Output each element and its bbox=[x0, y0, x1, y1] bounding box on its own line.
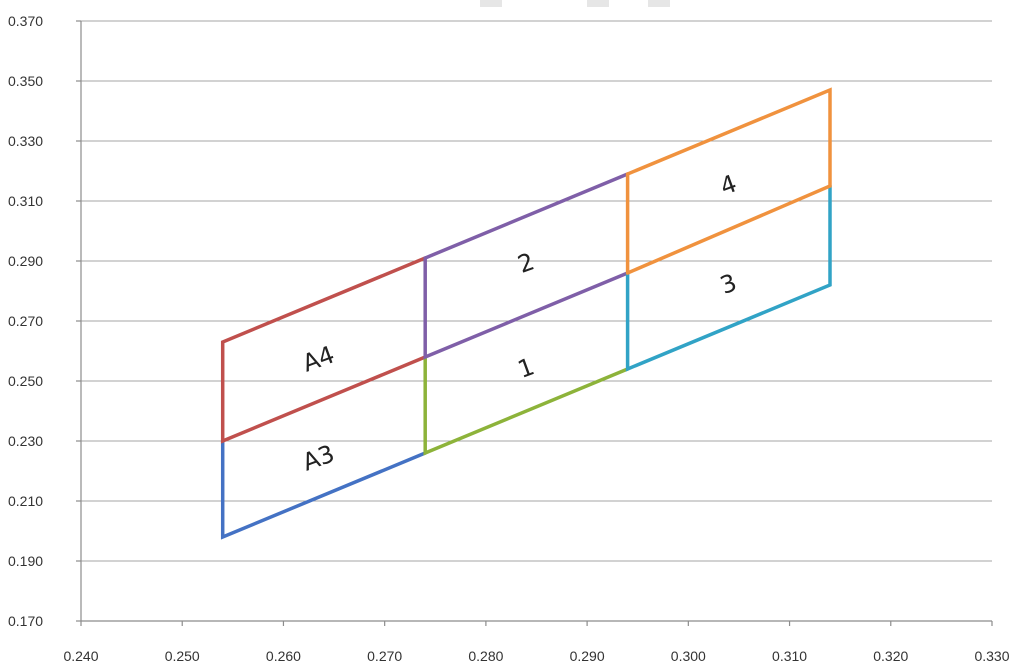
x-tick-label: 0.280 bbox=[468, 648, 503, 664]
series-line-r3 bbox=[625, 184, 832, 372]
x-tick-label: 0.260 bbox=[266, 648, 301, 664]
series-line-r4 bbox=[625, 87, 832, 275]
x-tick-label: 0.300 bbox=[671, 648, 706, 664]
x-tick-label: 0.310 bbox=[772, 648, 807, 664]
x-tick-label: 0.250 bbox=[165, 648, 200, 664]
y-tick-label: 0.350 bbox=[8, 73, 43, 89]
y-tick-label: 0.330 bbox=[8, 133, 43, 149]
y-tick-label: 0.270 bbox=[8, 313, 43, 329]
x-tick-label: 0.330 bbox=[974, 648, 1009, 664]
x-tick-label: 0.290 bbox=[570, 648, 605, 664]
series-line-r1 bbox=[423, 355, 630, 456]
series-line-r2 bbox=[423, 172, 630, 360]
y-tick-label: 0.170 bbox=[8, 613, 43, 629]
series-line-a4 bbox=[220, 256, 427, 444]
y-tick-label: 0.370 bbox=[8, 13, 43, 29]
y-tick-label: 0.290 bbox=[8, 253, 43, 269]
x-tick-labels: 0.240 0.250 0.260 0.270 0.280 0.290 0.300 0.310… bbox=[63, 648, 1009, 664]
x-tick-label: 0.240 bbox=[63, 648, 98, 664]
axes bbox=[76, 20, 993, 626]
y-tick-label: 0.190 bbox=[8, 553, 43, 569]
y-tick-label: 0.210 bbox=[8, 493, 43, 509]
y-tick-label: 0.310 bbox=[8, 193, 43, 209]
series-line-a3 bbox=[220, 439, 427, 540]
y-tick-label: 0.250 bbox=[8, 373, 43, 389]
y-tick-labels: 0.170 0.190 0.210 0.230 0.250 0.270 0.290 0.310… bbox=[8, 13, 43, 629]
top-edge-mark bbox=[648, 0, 670, 7]
gridlines bbox=[81, 20, 992, 562]
top-edge-mark bbox=[587, 0, 609, 7]
x-tick-label: 0.320 bbox=[873, 648, 908, 664]
series-lines bbox=[220, 87, 832, 540]
y-tick-label: 0.230 bbox=[8, 433, 43, 449]
x-tick-label: 0.270 bbox=[367, 648, 402, 664]
top-edge-mark bbox=[480, 0, 502, 7]
